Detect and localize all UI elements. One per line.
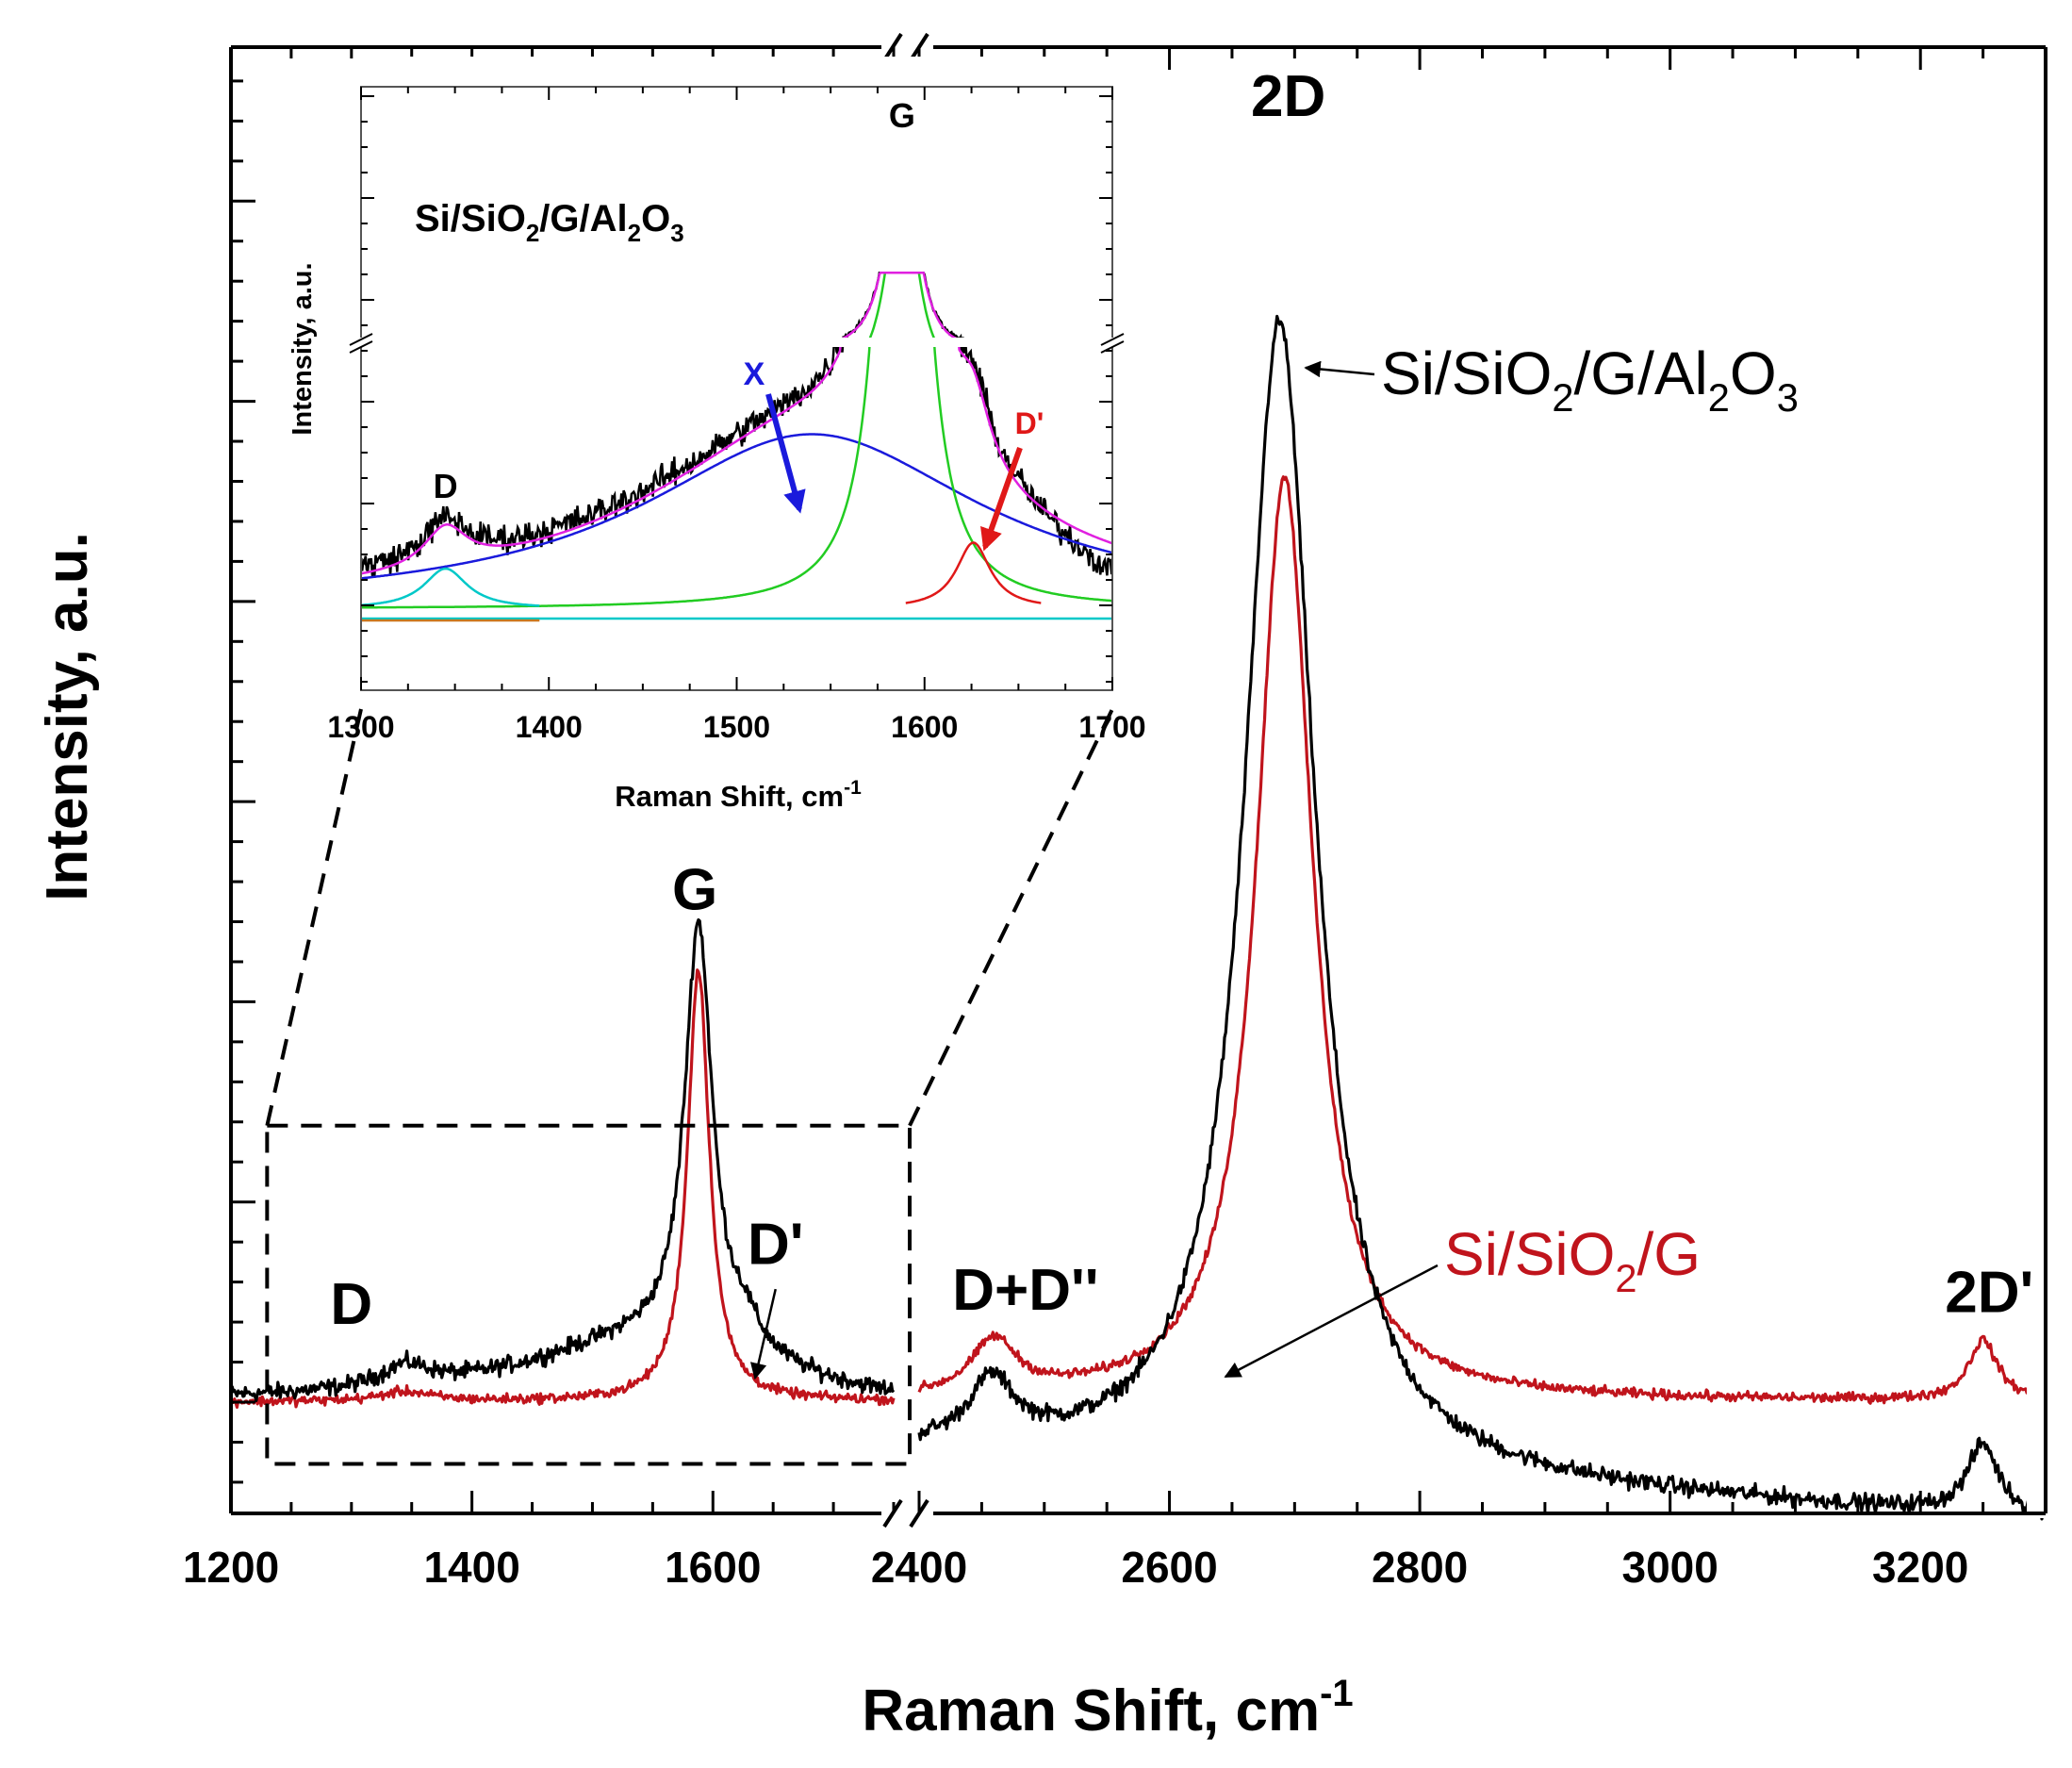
x-tick-label: 2600: [1121, 1543, 1217, 1592]
inset-axis-break-mark: [349, 333, 373, 346]
inset-label-g: G: [889, 96, 915, 135]
series-label-al2o3: Si/SiO2/G/Al2O3: [1381, 339, 1799, 420]
inset-x-tick-label: 1500: [703, 710, 770, 744]
x-tick-label: 2800: [1372, 1543, 1468, 1592]
y-axis-label: Intensity, a.u.: [35, 532, 100, 901]
inset-measured-spectrum: [359, 272, 1113, 577]
inset-x-tick-label: 1600: [891, 710, 958, 744]
inset-label-d: D: [434, 467, 458, 505]
inset-axis-break-mark: [349, 340, 373, 354]
inset-x-tick-label: 1400: [516, 710, 583, 744]
x-tick-label: 1200: [183, 1543, 279, 1592]
x-tick-label: 3000: [1621, 1543, 1718, 1592]
peak-label: D': [748, 1212, 804, 1277]
inset-x-tick-label: 1300: [327, 710, 394, 744]
inset-label-x: X: [744, 356, 765, 392]
inset-component-dprime: [905, 541, 1042, 604]
inset-axis-break-mark: [1100, 340, 1125, 354]
peak-label: 2D: [1251, 64, 1325, 129]
inset-title: Si/SiO2/G/Al2O3: [415, 198, 684, 247]
x-tick-label: 1600: [665, 1543, 761, 1592]
peak-label: D+D'': [952, 1258, 1098, 1323]
inset-arrow-x: [765, 393, 806, 514]
zoom-region-box: [265, 1123, 912, 1466]
series-line-al2o3-segment-1: [229, 917, 896, 1402]
inset-x-tick-label: 1700: [1078, 710, 1145, 744]
inset-y-axis-label: Intensity, a.u.: [288, 262, 318, 435]
inset-label-dprime: D': [1015, 406, 1044, 440]
x-tick-label: 1400: [423, 1543, 519, 1592]
peak-arrow-dprime: [750, 1288, 777, 1380]
peak-label: D: [330, 1272, 372, 1337]
inset-plot: 1300 1400 1500 1600 1700 Si/SiO2/G/Al2O3 D G X D…: [288, 57, 1146, 813]
series-label-bare: Si/SiO2/G: [1444, 1220, 1701, 1300]
inset-axis-break-mark: [1100, 333, 1125, 346]
inset-axis-break-gap: [352, 338, 370, 347]
inset-axis-break-gap: [1103, 338, 1122, 347]
inset-arrow-dprime: [980, 447, 1023, 552]
x-tick-label: 3200: [1872, 1543, 1968, 1592]
peak-label: G: [672, 857, 717, 922]
inset-top-mask: [361, 57, 1112, 87]
series-arrow-bare: [1224, 1264, 1439, 1379]
inset-background: [361, 87, 1112, 690]
series-line-bare-segment-2: [917, 475, 2047, 1405]
zoom-connector-left: [265, 708, 363, 1127]
inset-cumulative-fit: [360, 272, 1113, 575]
x-tick-label: 2400: [871, 1543, 967, 1592]
inset-x-axis-label: Raman Shift, cm-1: [615, 777, 862, 813]
inset-component-d: [361, 567, 540, 607]
inset-break-gap: [362, 338, 1111, 347]
peak-label: 2D': [1945, 1260, 2033, 1325]
zoom-connector-right: [908, 708, 1114, 1127]
inset-component-x: [360, 433, 1113, 580]
x-axis-label: Raman Shift, cm-1: [862, 1673, 1353, 1743]
series-line-bare-segment-1: [229, 968, 896, 1409]
series-arrow-al2o3: [1304, 360, 1375, 378]
